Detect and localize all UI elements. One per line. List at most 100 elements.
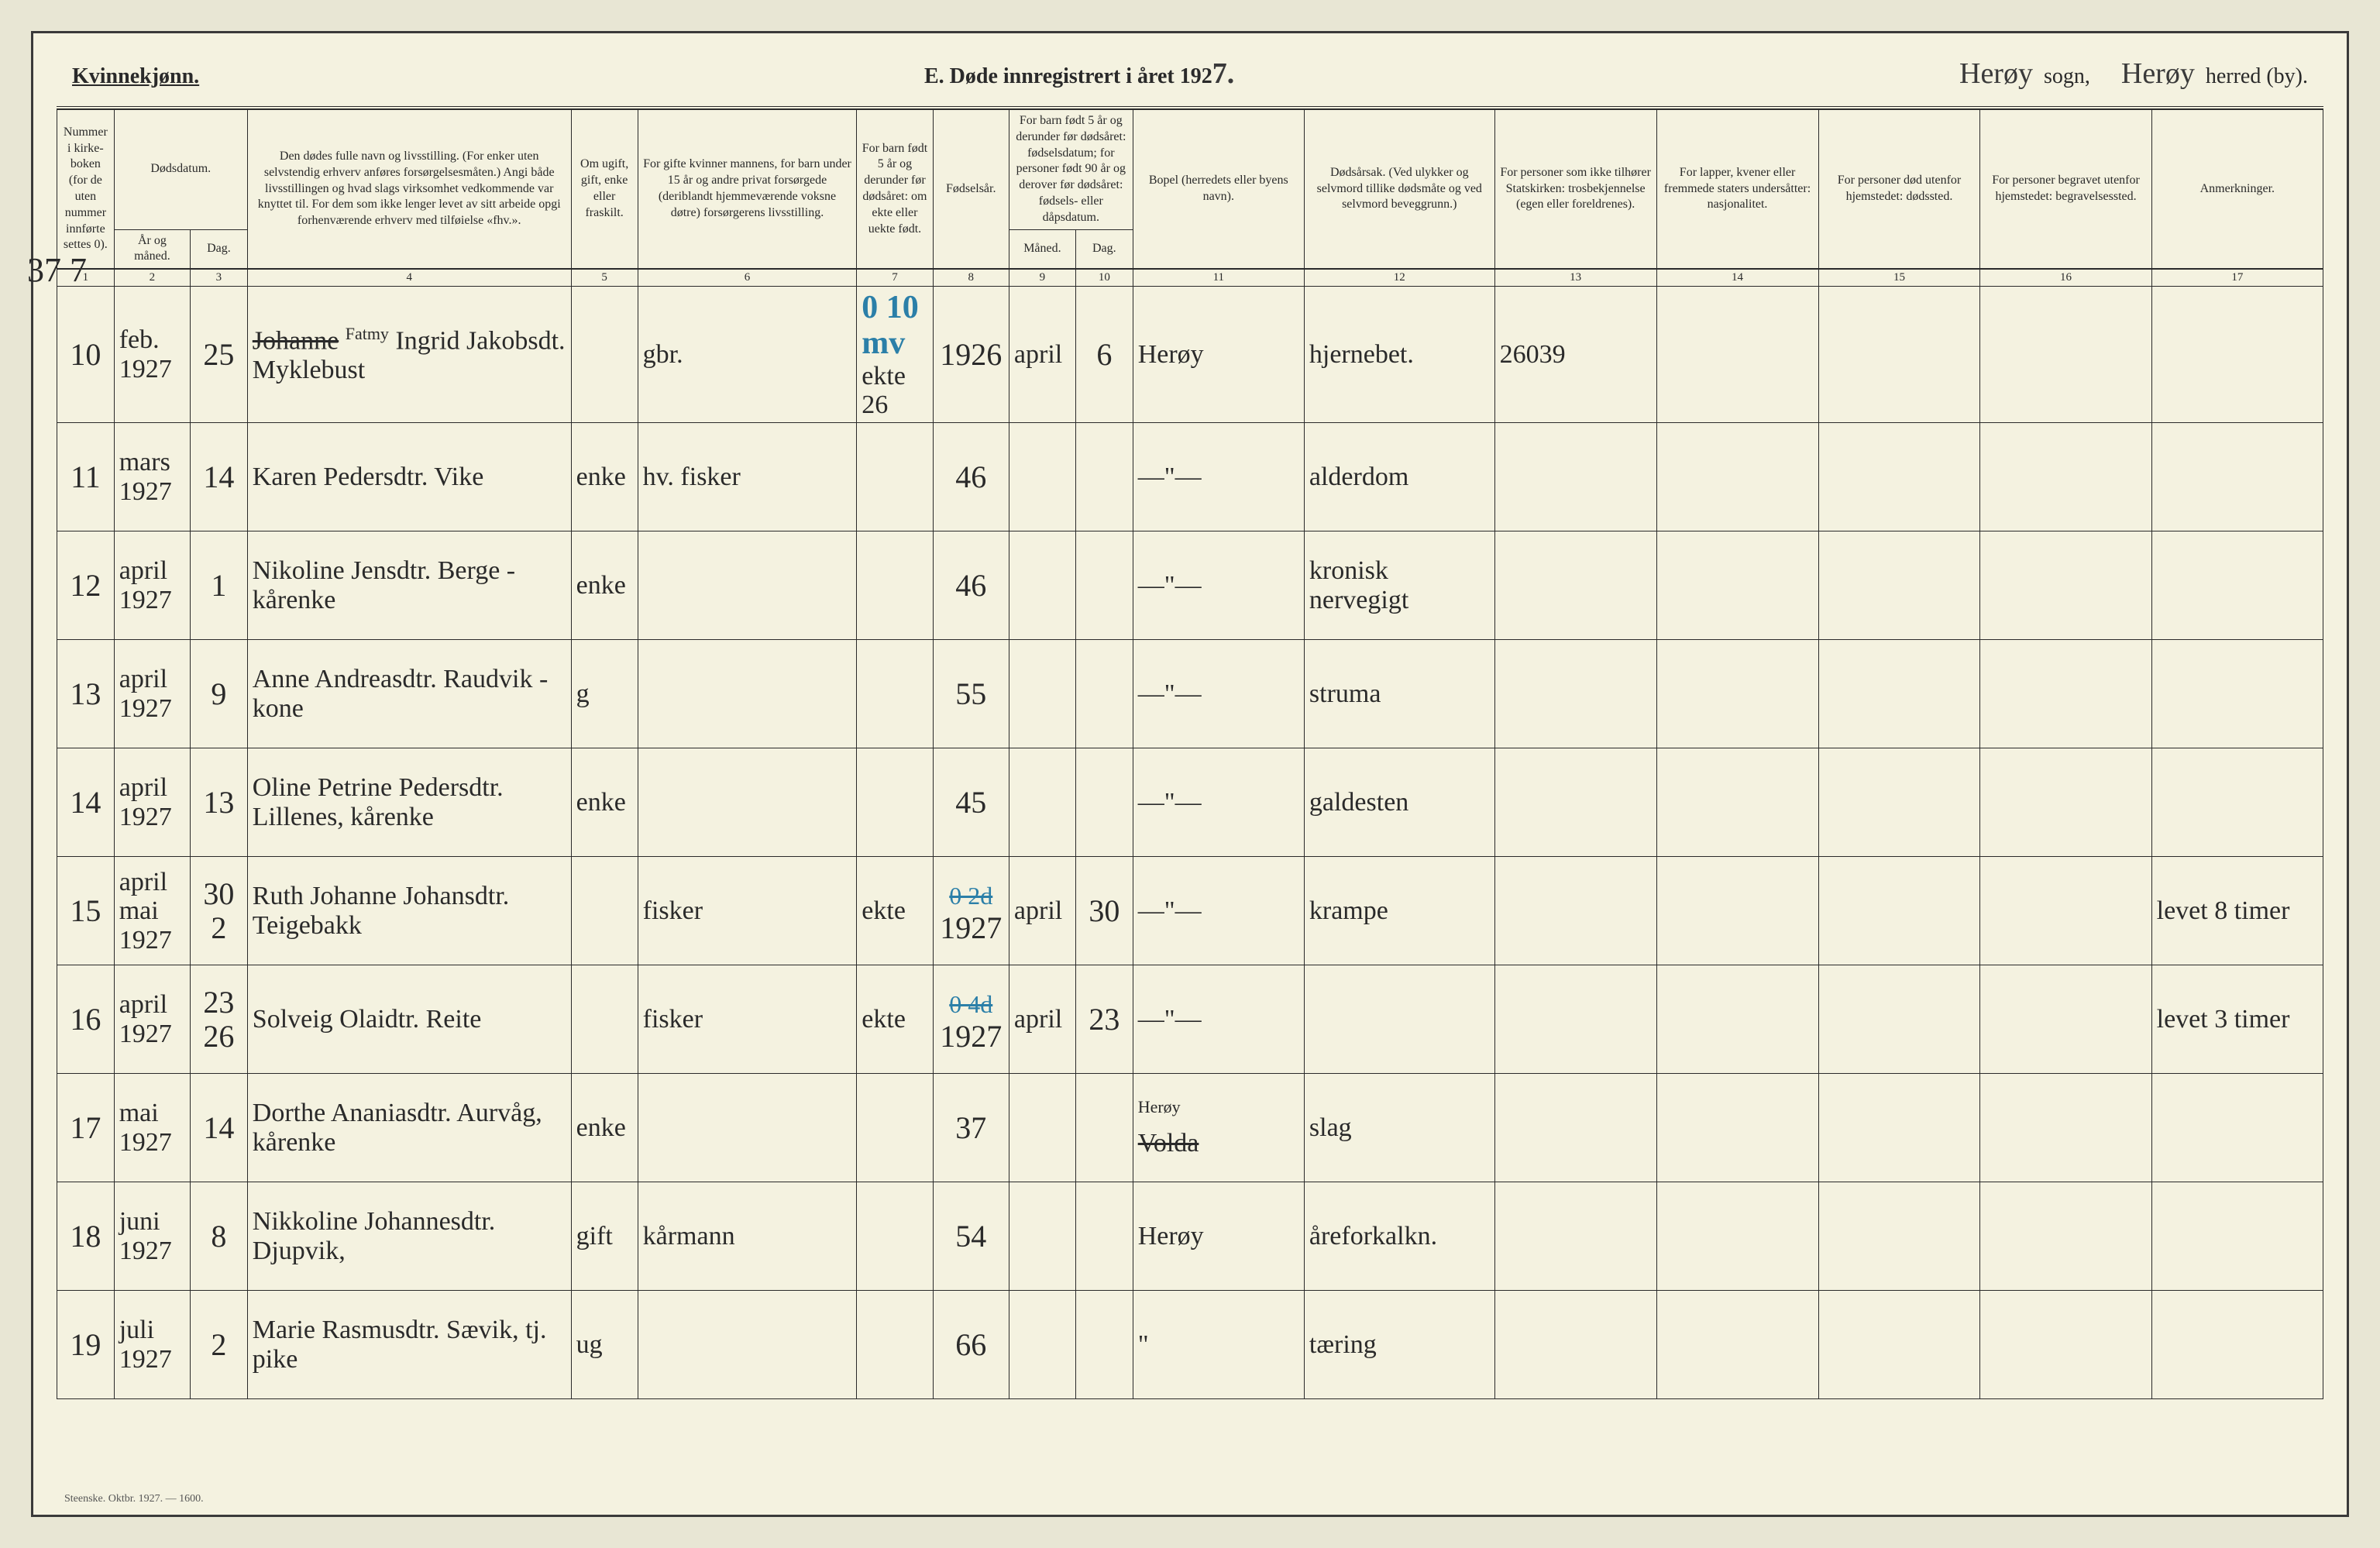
cell: [1980, 1291, 2151, 1399]
cell: [1075, 531, 1133, 640]
cell: alderdom: [1304, 423, 1494, 531]
cell: [1980, 531, 2151, 640]
herred-field: Herøy herred (by).: [2121, 57, 2308, 91]
cell: 46: [933, 531, 1009, 640]
cell: Marie Rasmusdtr. Sævik, tj. pike: [247, 1291, 571, 1399]
cell: [2151, 287, 2323, 423]
cell: —"—: [1133, 857, 1304, 965]
cell: 11: [57, 423, 115, 531]
cell: —"—: [1133, 531, 1304, 640]
cell: [857, 640, 933, 748]
cell: [1818, 287, 1980, 423]
cell: feb. 1927: [114, 287, 190, 423]
cell: [857, 1074, 933, 1182]
cell: gift: [571, 1182, 638, 1291]
col-5: Om ugift, gift, enke eller fraskilt.: [571, 110, 638, 270]
cell: enke: [571, 531, 638, 640]
colnum: 8: [933, 269, 1009, 287]
cell: [1818, 965, 1980, 1074]
cell: [1009, 1291, 1075, 1399]
header-right: Herøy sogn, Herøy herred (by).: [1959, 57, 2308, 91]
cell: kårmann: [638, 1182, 857, 1291]
cell: [638, 531, 857, 640]
cell: [1818, 1291, 1980, 1399]
table-row: 15april mai 192730 2Ruth Johanne Johansd…: [57, 857, 2323, 965]
cell: 2: [191, 1291, 248, 1399]
cell: april mai 1927: [114, 857, 190, 965]
cell: Dorthe Ananiasdtr. Aurvåg, kårenke: [247, 1074, 571, 1182]
colnum: 6: [638, 269, 857, 287]
cell: [1075, 423, 1133, 531]
cell: [1980, 1182, 2151, 1291]
printer-note: Steenske. Oktbr. 1927. — 1600.: [64, 1493, 204, 1505]
cell: 23: [1075, 965, 1133, 1074]
cell: 17: [57, 1074, 115, 1182]
colnum: 7: [857, 269, 933, 287]
cell: 46: [933, 423, 1009, 531]
cell: [638, 1074, 857, 1182]
cell: Oline Petrine Pedersdtr. Lillenes, kåren…: [247, 748, 571, 857]
cell: [1818, 1182, 1980, 1291]
page-title: E. Døde innregistrert i året 1927.: [924, 57, 1234, 91]
ledger-page: 37 7 Kvinnekjønn. E. Døde innregistrert …: [31, 31, 2349, 1517]
cell: [1656, 287, 1818, 423]
cell: april 1927: [114, 640, 190, 748]
sogn-field: Herøy sogn,: [1959, 57, 2090, 91]
cell: [638, 640, 857, 748]
table-row: 19juli 19272Marie Rasmusdtr. Sævik, tj. …: [57, 1291, 2323, 1399]
cell: åreforkalkn.: [1304, 1182, 1494, 1291]
cell: [1818, 640, 1980, 748]
cell: 8: [191, 1182, 248, 1291]
cell: Anne Andreasdtr. Raudvik - kone: [247, 640, 571, 748]
cell: g: [571, 640, 638, 748]
cell: [857, 531, 933, 640]
cell: [2151, 748, 2323, 857]
cell: [1980, 748, 2151, 857]
cell: 13: [191, 748, 248, 857]
col-9-top: For barn født 5 år og derunder før dødså…: [1009, 110, 1133, 230]
column-numbers-row: 1 2 3 4 5 6 7 8 9 10 11 12 13 14 15 16 1…: [57, 269, 2323, 287]
cell: levet 3 timer: [2151, 965, 2323, 1074]
table-row: 17mai 192714Dorthe Ananiasdtr. Aurvåg, k…: [57, 1074, 2323, 1182]
cell: april 1927: [114, 531, 190, 640]
cell: [1075, 748, 1133, 857]
cell: mai 1927: [114, 1074, 190, 1182]
cell: —"—: [1133, 748, 1304, 857]
cell: 18: [57, 1182, 115, 1291]
cell: [638, 1291, 857, 1399]
cell: [1980, 287, 2151, 423]
cell: [2151, 423, 2323, 531]
table-row: 12april 19271Nikoline Jensdtr. Berge - k…: [57, 531, 2323, 640]
cell: tæring: [1304, 1291, 1494, 1399]
colnum: 10: [1075, 269, 1133, 287]
cell: [857, 423, 933, 531]
cell: 1926: [933, 287, 1009, 423]
cell: 30: [1075, 857, 1133, 965]
cell: juli 1927: [114, 1291, 190, 1399]
cell: [1818, 748, 1980, 857]
cell: 14: [57, 748, 115, 857]
cell: [1494, 531, 1656, 640]
cell: HerøyVolda: [1133, 1074, 1304, 1182]
cell: ": [1133, 1291, 1304, 1399]
cell: [1009, 423, 1075, 531]
col-6: For gifte kvinner mannens, for barn unde…: [638, 110, 857, 270]
colnum: 16: [1980, 269, 2151, 287]
colnum: 17: [2151, 269, 2323, 287]
herred-label: herred (by).: [2206, 64, 2308, 88]
cell: 0 2d1927: [933, 857, 1009, 965]
year-suffix: 7.: [1212, 57, 1235, 90]
cell: [2151, 640, 2323, 748]
cell: [1656, 1074, 1818, 1182]
cell: fisker: [638, 965, 857, 1074]
colnum: 11: [1133, 269, 1304, 287]
colnum: 13: [1494, 269, 1656, 287]
cell: Johanne Fatmy Ingrid Jakobsdt. Myklebust: [247, 287, 571, 423]
cell: enke: [571, 423, 638, 531]
cell: [1656, 857, 1818, 965]
table-row: 18juni 19278Nikkoline Johannesdtr. Djupv…: [57, 1182, 2323, 1291]
cell: —"—: [1133, 640, 1304, 748]
colnum: 4: [247, 269, 571, 287]
cell: enke: [571, 1074, 638, 1182]
cell: [1656, 965, 1818, 1074]
